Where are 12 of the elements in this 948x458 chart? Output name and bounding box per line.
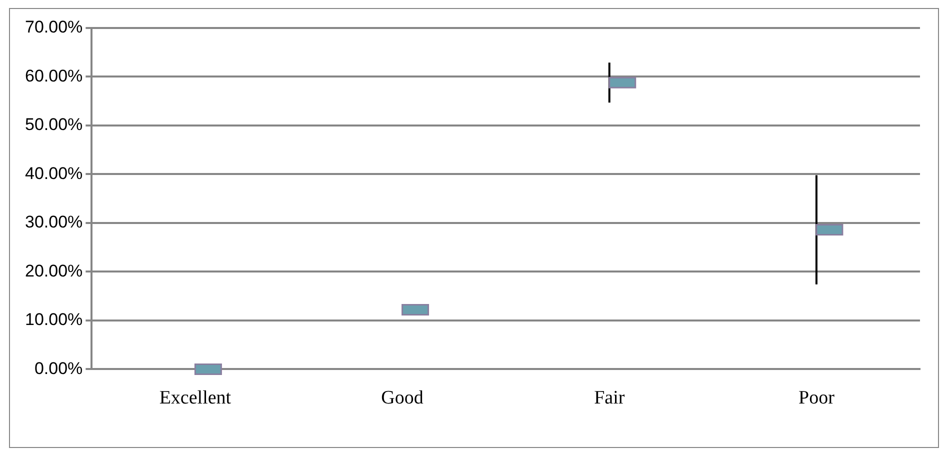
y-tick-label: 60.00% [24, 66, 83, 86]
y-tick-label: 10.00% [24, 310, 83, 330]
x-tick-label: Fair [594, 388, 626, 409]
y-tick-label: 20.00% [24, 261, 83, 280]
x-tick-label: Poor [798, 388, 836, 409]
x-tick-label: Excellent [159, 388, 232, 409]
y-tick-label: 0.00% [34, 358, 83, 378]
y-tick-label: 70.00% [24, 18, 83, 37]
x-tick-label: Good [381, 388, 424, 409]
y-tick-label: 50.00% [24, 115, 83, 134]
y-tick-label: 30.00% [24, 212, 83, 232]
y-tick-label: 40.00% [24, 164, 83, 183]
